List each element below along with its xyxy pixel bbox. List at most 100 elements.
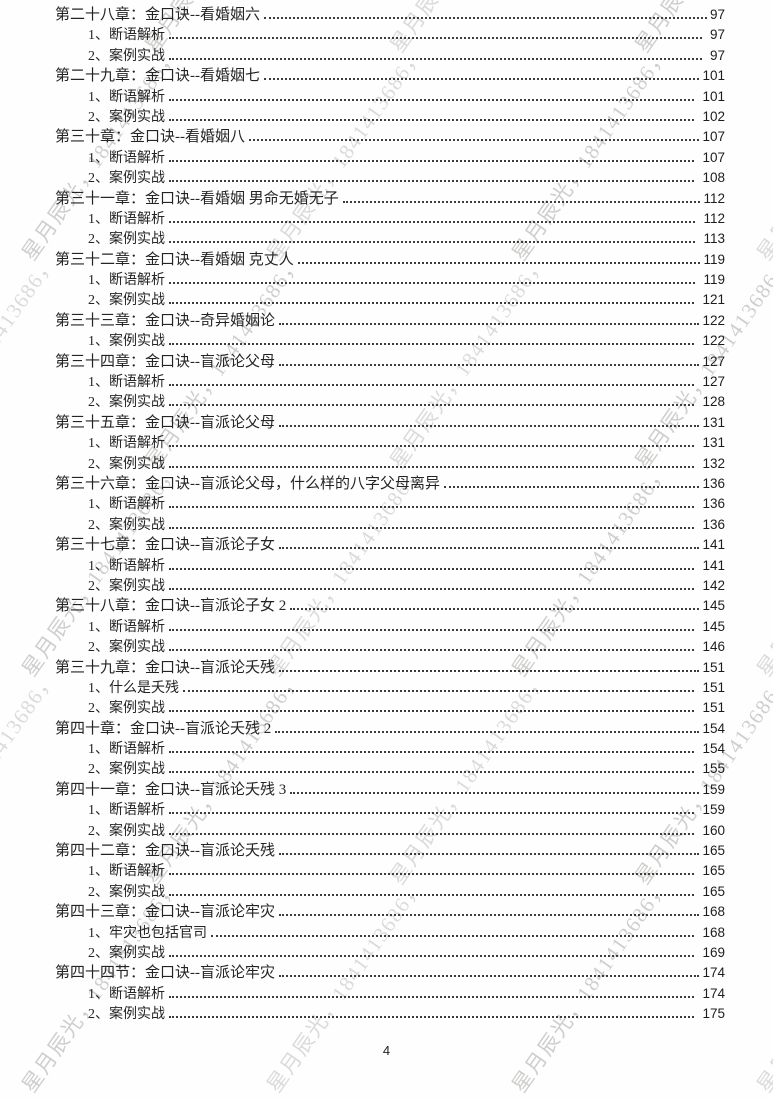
toc-entry-title: 第三十章：金口诀--看婚姻八 bbox=[55, 129, 245, 146]
toc-entry-page: 136 bbox=[702, 516, 725, 532]
toc-subsection-row[interactable]: 1、断语解析 141 bbox=[55, 556, 725, 576]
toc-entry-page: 159 bbox=[702, 802, 725, 818]
toc-entry-title: 1、断语解析 bbox=[88, 150, 165, 166]
toc-subsection-row[interactable]: 1、断语解析 131 bbox=[55, 433, 725, 453]
toc-subsection-row[interactable]: 2、案例实战 146 bbox=[55, 637, 725, 657]
toc-entry-page: 151 bbox=[702, 700, 725, 716]
toc-entry-page: 160 bbox=[702, 822, 725, 838]
toc-subsection-row[interactable]: 2、案例实战 121 bbox=[55, 290, 725, 310]
toc-entry-title: 第三十六章：金口诀--盲派论父母，什么样的八字父母离异 bbox=[55, 475, 440, 492]
toc-entry-page: 122 bbox=[702, 312, 725, 328]
toc-entry-page: 175 bbox=[702, 1006, 725, 1022]
toc-entry-title: 2、案例实战 bbox=[88, 456, 165, 472]
toc-entry-title: 2、案例实战 bbox=[88, 701, 165, 717]
toc-subsection-row[interactable]: 1、断语解析 107 bbox=[55, 148, 725, 168]
toc-chapter-row[interactable]: 第三十五章：金口诀--盲派论父母 131 bbox=[55, 413, 725, 433]
toc-entry-title: 2、案例实战 bbox=[88, 109, 165, 125]
toc-subsection-row[interactable]: 1、断语解析 136 bbox=[55, 494, 725, 514]
dotted-leader bbox=[169, 751, 695, 754]
toc-chapter-row[interactable]: 第三十六章：金口诀--盲派论父母，什么样的八字父母离异 136 bbox=[55, 474, 725, 494]
toc-entry-title: 1、断语解析 bbox=[88, 619, 165, 635]
toc-entry-page: 165 bbox=[702, 843, 725, 859]
dotted-leader bbox=[169, 1016, 695, 1019]
toc-entry-page: 107 bbox=[702, 129, 725, 145]
toc-chapter-row[interactable]: 第二十八章：金口诀--看婚姻六 97 bbox=[55, 5, 725, 25]
toc-subsection-row[interactable]: 2、案例实战 151 bbox=[55, 698, 725, 718]
toc-subsection-row[interactable]: 1、断语解析 127 bbox=[55, 372, 725, 392]
toc-entry-page: 101 bbox=[702, 68, 725, 84]
dotted-leader bbox=[169, 282, 696, 285]
toc-entry-title: 1、断语解析 bbox=[88, 986, 165, 1002]
toc-subsection-row[interactable]: 2、案例实战 175 bbox=[55, 1004, 725, 1024]
toc-entry-page: 132 bbox=[702, 455, 725, 471]
toc-subsection-row[interactable]: 2、案例实战 165 bbox=[55, 882, 725, 902]
toc-entry-page: 145 bbox=[702, 598, 725, 614]
toc-entry-title: 第二十九章：金口诀--看婚姻七 bbox=[55, 68, 260, 85]
dotted-leader bbox=[169, 445, 695, 448]
toc-subsection-row[interactable]: 1、断语解析 145 bbox=[55, 617, 725, 637]
toc-subsection-row[interactable]: 1、什么是夭残 151 bbox=[55, 678, 725, 698]
dotted-leader bbox=[279, 853, 700, 856]
dotted-leader bbox=[169, 526, 695, 529]
toc-subsection-row[interactable]: 1、断语解析 112 bbox=[55, 209, 725, 229]
dotted-leader bbox=[275, 730, 700, 733]
dotted-leader bbox=[169, 159, 695, 162]
toc-subsection-row[interactable]: 1、断语解析 119 bbox=[55, 270, 725, 290]
toc-entry-title: 1、断语解析 bbox=[88, 375, 165, 391]
toc-entry-page: 113 bbox=[703, 231, 725, 247]
toc-subsection-row[interactable]: 1、断语解析 97 bbox=[55, 25, 725, 45]
toc-subsection-row[interactable]: 2、案例实战 128 bbox=[55, 392, 725, 412]
toc-entry-page: 102 bbox=[702, 108, 725, 124]
toc-chapter-row[interactable]: 第四十三章：金口诀--盲派论牢灾 168 bbox=[55, 902, 725, 922]
toc-subsection-row[interactable]: 2、案例实战 97 bbox=[55, 46, 725, 66]
toc-subsection-row[interactable]: 2、案例实战 113 bbox=[55, 229, 725, 249]
toc-entry-title: 2、案例实战 bbox=[88, 1007, 165, 1023]
dotted-leader bbox=[169, 384, 695, 387]
dotted-leader bbox=[279, 322, 700, 325]
toc-chapter-row[interactable]: 第四十一章：金口诀--盲派论夭残 3 159 bbox=[55, 780, 725, 800]
toc-chapter-row[interactable]: 第四十二章：金口诀--盲派论夭残 165 bbox=[55, 841, 725, 861]
toc-subsection-row[interactable]: 1、断语解析 165 bbox=[55, 861, 725, 881]
toc-chapter-row[interactable]: 第三十七章：金口诀--盲派论子女 141 bbox=[55, 535, 725, 555]
toc-chapter-row[interactable]: 第三十章：金口诀--看婚姻八 107 bbox=[55, 127, 725, 147]
toc-subsection-row[interactable]: 2、案例实战 160 bbox=[55, 821, 725, 841]
toc-chapter-row[interactable]: 第四十章：金口诀--盲派论夭残 2 154 bbox=[55, 719, 725, 739]
toc-chapter-row[interactable]: 第三十二章：金口诀--看婚姻 克丈人 119 bbox=[55, 250, 725, 270]
toc-subsection-row[interactable]: 2、案例实战 142 bbox=[55, 576, 725, 596]
toc-subsection-row[interactable]: 2、案例实战 102 bbox=[55, 107, 725, 127]
toc-entry-title: 1、断语解析 bbox=[88, 742, 165, 758]
toc-entry-title: 1、断语解析 bbox=[88, 558, 165, 574]
toc-entry-page: 122 bbox=[702, 333, 725, 349]
toc-subsection-row[interactable]: 2、案例实战 136 bbox=[55, 515, 725, 535]
toc-subsection-row[interactable]: 1、断语解析 101 bbox=[55, 87, 725, 107]
toc-subsection-row[interactable]: 2、案例实战 132 bbox=[55, 454, 725, 474]
toc-entry-title: 1、断语解析 bbox=[88, 803, 165, 819]
toc-entry-title: 第三十八章：金口诀--盲派论子女 2 bbox=[55, 598, 287, 615]
toc-entry-title: 1、断语解析 bbox=[88, 497, 165, 513]
toc-subsection-row[interactable]: 1、牢灾也包括官司 168 bbox=[55, 923, 725, 943]
toc-subsection-row[interactable]: 2、案例实战 108 bbox=[55, 168, 725, 188]
toc-subsection-row[interactable]: 1、断语解析 154 bbox=[55, 739, 725, 759]
toc-chapter-row[interactable]: 第三十九章：金口诀--盲派论夭残 151 bbox=[55, 658, 725, 678]
dotted-leader bbox=[169, 404, 695, 407]
toc-chapter-row[interactable]: 第四十四节：金口诀--盲派论牢灾 174 bbox=[55, 963, 725, 983]
toc-chapter-row[interactable]: 第二十九章：金口诀--看婚姻七 101 bbox=[55, 66, 725, 86]
toc-subsection-row[interactable]: 1、案例实战 122 bbox=[55, 331, 725, 351]
toc-entry-page: 141 bbox=[702, 557, 725, 573]
dotted-leader bbox=[169, 649, 695, 652]
toc-entry-page: 154 bbox=[702, 741, 725, 757]
toc-chapter-row[interactable]: 第三十一章：金口诀--看婚姻 男命无婚无子 112 bbox=[55, 189, 725, 209]
toc-subsection-row[interactable]: 2、案例实战 155 bbox=[55, 759, 725, 779]
toc-subsection-row[interactable]: 1、断语解析 159 bbox=[55, 800, 725, 820]
toc-subsection-row[interactable]: 1、断语解析 174 bbox=[55, 984, 725, 1004]
toc-chapter-row[interactable]: 第三十四章：金口诀--盲派论父母 127 bbox=[55, 352, 725, 372]
toc-entry-page: 174 bbox=[702, 965, 725, 981]
toc-entry-title: 1、断语解析 bbox=[88, 89, 165, 105]
toc-chapter-row[interactable]: 第三十八章：金口诀--盲派论子女 2 145 bbox=[55, 596, 725, 616]
dotted-leader bbox=[169, 220, 696, 223]
dotted-leader bbox=[249, 139, 700, 142]
toc-subsection-row[interactable]: 2、案例实战 169 bbox=[55, 943, 725, 963]
dotted-leader bbox=[279, 669, 700, 672]
toc-chapter-row[interactable]: 第三十三章：金口诀--奇异婚姻论 122 bbox=[55, 311, 725, 331]
dotted-leader bbox=[279, 975, 700, 978]
